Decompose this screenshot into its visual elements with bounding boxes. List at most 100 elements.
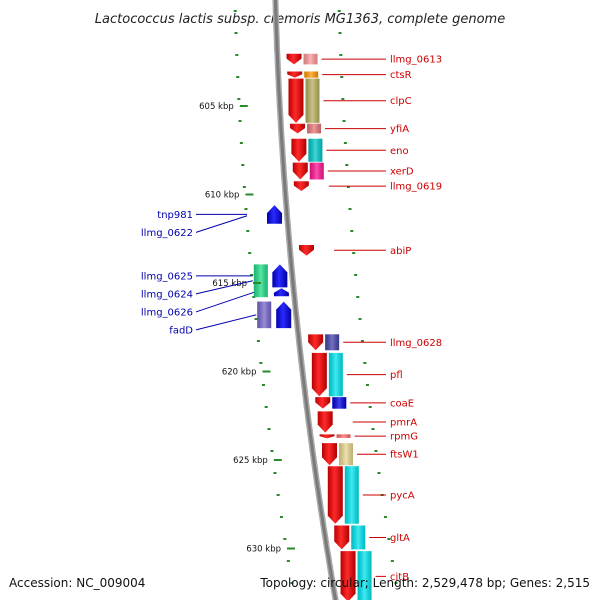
kbp-scale: 605 kbp 610 kbp 615 kbp 620 kbp 625 kbp 630 k… [199,102,296,555]
gene-label-tnp981: tnp981 [157,210,193,221]
genome-summary-text: Topology: circular; Length: 2,529,478 bp… [259,576,590,590]
tick-dot [276,494,280,496]
kbp-tick [239,105,248,107]
cog-bar-shade [332,397,347,409]
leader-line [195,314,257,331]
gene-arrow-llmg_0626 [273,288,289,297]
tick-dot [283,538,287,540]
gene-label-yfiA: yfiA [390,124,409,135]
tick-dot [368,406,372,408]
cog-bar-shade [328,352,343,397]
kbp-tick [253,282,262,284]
gene-label-llmg_0613: llmg_0613 [390,55,442,66]
tick-dot [363,362,367,364]
tick-dot [235,54,239,56]
tick-dot [267,428,271,430]
map-title: Lactococcus lactis subsp. cremoris MG136… [95,12,505,27]
gene-label-clpC: clpC [390,96,412,107]
gene-label-llmg_0622: llmg_0622 [141,228,193,239]
tick-dot [360,340,364,342]
tick-dot [365,384,369,386]
tick-dot [270,450,274,452]
tick-dot [387,538,391,540]
tick-dot [342,120,346,122]
cog-bar-shade [253,264,268,298]
tick-dot [343,142,347,144]
leader-line [195,291,255,313]
gene-label-xerD: xerD [390,167,414,178]
backbone-layer [272,0,339,600]
gene-label-pycA: pycA [390,490,415,501]
tick-dot [250,274,254,276]
cog-bar-shade [351,525,366,550]
gene-label-pmrA: pmrA [390,417,417,428]
gene-arrow-llmg_0628 [308,334,324,351]
tick-dot [383,516,387,518]
tick-dot [345,164,349,166]
tick-dot [348,208,352,210]
tick-dot [239,142,243,144]
gene-arrow-llmg_0619 [293,181,309,191]
tick-dot [354,274,358,276]
tick-dot [371,428,375,430]
kbp-label: 625 kbp [233,456,268,466]
kbp-label: 610 kbp [205,191,240,201]
tick-dot [340,76,344,78]
tick-dot [234,32,238,34]
tick-dot [244,208,248,210]
cog-bar-shade [305,78,320,123]
kbp-label: 630 kbp [246,545,281,555]
gene-label-citB: citB [390,572,409,583]
gene-arrow-pycA [327,466,343,524]
cog-bar-shade [344,466,359,524]
accession-text: Accession: NC_009004 [9,576,145,590]
tick-dot [264,406,268,408]
tick-dot [238,120,242,122]
gene-label-llmg_0624: llmg_0624 [141,289,193,300]
gene-layer [253,53,372,600]
cog-bar-shade [339,443,354,466]
tick-dot [246,230,250,232]
tick-dot [337,10,341,12]
tick-dot [394,582,398,584]
cog-bar-shade [336,434,351,438]
gene-label-gltA: gltA [390,533,410,544]
cog-bar-shade [303,53,318,65]
gene-arrow-citB [340,551,356,600]
cog-bar-shade [308,138,323,162]
tick-dot [339,54,343,56]
gene-arrow-llmg_0613 [286,53,302,65]
tick-dot [356,296,360,298]
tick-dots [233,10,398,584]
leader-line [195,215,248,233]
kbp-tick [273,459,282,461]
gene-arrow-llmg_0625 [272,264,288,288]
tick-dot [290,582,294,584]
tick-dot [341,98,345,100]
gene-arrow-fadD [276,301,292,329]
tick-dot [352,252,356,254]
gene-label-llmg_0625: llmg_0625 [141,271,193,282]
tick-dot [377,472,381,474]
gene-arrow-pfl [311,352,327,397]
cog-bar-shade [257,301,272,329]
tick-dot [252,296,256,298]
gene-arrow-coaE [315,397,331,409]
tick-dot [338,32,342,34]
tick-dot [256,340,260,342]
gene-arrow-abiP [299,244,315,256]
gene-labels: llmg_0613 ctsR clpC yfiA eno xerD llmg_0619abi… [141,55,442,583]
gene-label-coaE: coaE [390,398,414,409]
gene-arrow-yfiA [290,123,306,134]
tick-dot [237,98,241,100]
tick-dot [390,560,394,562]
gene-label-eno: eno [390,146,409,157]
cog-bar-shade [307,123,322,134]
gene-arrow-xerD [292,162,308,180]
gene-label-llmg_0628: llmg_0628 [390,338,442,349]
kbp-tick [262,370,271,373]
kbp-label: 605 kbp [199,102,234,112]
gene-label-ctsR: ctsR [390,70,412,81]
tick-dot [259,362,263,364]
kbp-label: 620 kbp [222,368,257,378]
